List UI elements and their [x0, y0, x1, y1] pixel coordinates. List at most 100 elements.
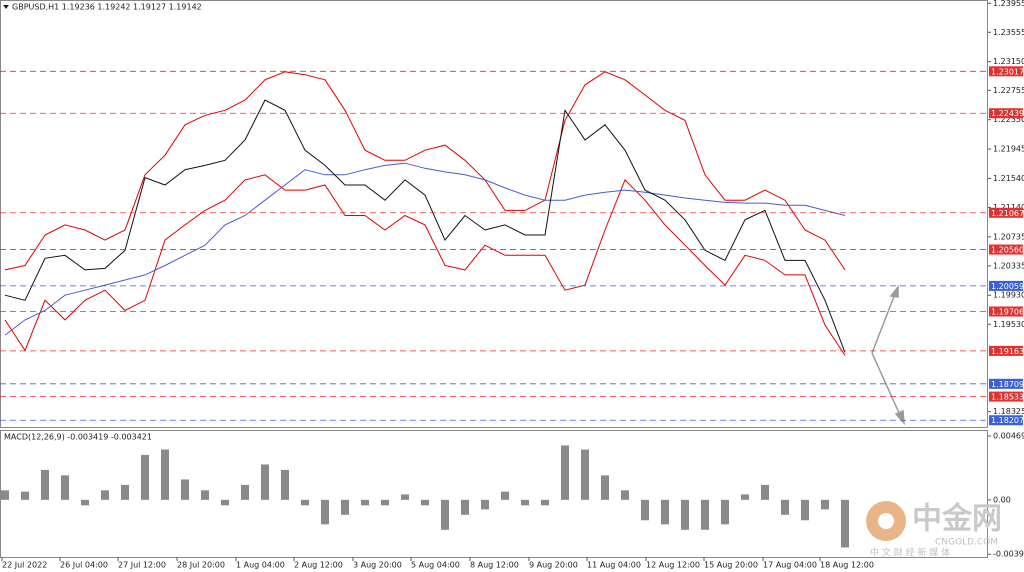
- macd-bar: [461, 499, 469, 515]
- macd-title: MACD(12,26,9) -0.003419 -0.003421: [4, 433, 152, 442]
- macd-bar: [761, 484, 769, 500]
- macd-bar: [601, 475, 609, 500]
- level-label: 1.23017: [991, 67, 1024, 76]
- y-tick-label: 1.18325: [993, 407, 1024, 416]
- macd-bar: [221, 499, 229, 506]
- y-tick-label: 1.23555: [993, 28, 1024, 37]
- x-tick-label: 27 Jul 12:00: [118, 561, 166, 570]
- level-label-box: [989, 345, 1023, 356]
- x-tick-label: 15 Aug 20:00: [704, 561, 758, 570]
- logo-hole: [878, 513, 894, 529]
- y-tick-label: 1.22350: [993, 115, 1024, 124]
- x-tick-label: 18 Aug 12:00: [820, 561, 874, 570]
- macd-bar: [721, 499, 729, 525]
- macd-bar: [581, 449, 589, 500]
- level-label: 1.19706: [991, 307, 1024, 316]
- macd-bar: [681, 499, 689, 530]
- x-tick-label: 3 Aug 20:00: [353, 561, 402, 570]
- watermark-brand: 中金网: [912, 502, 1002, 537]
- y-tick-label: 1.20335: [993, 261, 1024, 270]
- macd-bar: [101, 490, 109, 500]
- level-label-box: [989, 306, 1023, 317]
- macd-bar: [701, 499, 709, 530]
- macd-bar: [821, 499, 829, 510]
- level-label: 1.19163: [991, 347, 1024, 356]
- y-tick-label: 1.21140: [993, 203, 1024, 212]
- y-tick-label: 1.19530: [993, 320, 1024, 329]
- x-tick-label: 11 Aug 04:00: [587, 561, 641, 570]
- x-tick-label: 22 Jul 2022: [2, 561, 47, 570]
- level-label-box: [989, 207, 1023, 218]
- macd-bar: [321, 499, 329, 525]
- macd-bar: [21, 491, 29, 500]
- macd-bar: [841, 499, 849, 548]
- y-tick-label: 1.22755: [993, 86, 1024, 95]
- macd-bar: [181, 479, 189, 500]
- x-tick-label: 9 Aug 20:00: [529, 561, 578, 570]
- macd-bar: [781, 499, 789, 515]
- macd-bar: [541, 499, 549, 506]
- level-label: 1.20560: [991, 246, 1024, 255]
- level-label-box: [989, 66, 1023, 77]
- x-tick-label: 28 Jul 20:00: [177, 561, 225, 570]
- y-tick-label: 1.21540: [993, 174, 1024, 183]
- price-line: [4, 99, 846, 353]
- level-label: 1.21067: [991, 209, 1024, 218]
- level-label: 1.18207: [991, 416, 1024, 425]
- y-tick-label: 0.00: [993, 495, 1011, 504]
- y-tick-label: 0.004696: [993, 431, 1024, 440]
- macd-bar: [341, 499, 349, 515]
- chart-title: GBPUSD,H1 1.19236 1.19242 1.19127 1.1914…: [12, 3, 202, 12]
- x-tick-label: 1 Aug 04:00: [236, 561, 285, 570]
- arrow-up: [871, 293, 896, 354]
- macd-bar: [241, 484, 249, 500]
- macd-bar: [801, 499, 809, 521]
- macd-bar: [561, 445, 569, 500]
- macd-bar: [381, 499, 389, 506]
- macd-bar: [401, 494, 409, 500]
- level-label-box: [989, 108, 1023, 119]
- macd-bar: [121, 484, 129, 500]
- level-label: 1.18709: [991, 380, 1024, 389]
- macd-bar: [661, 499, 669, 525]
- level-label: 1.22439: [991, 109, 1024, 118]
- macd-bar: [281, 469, 289, 500]
- level-label-box: [989, 378, 1023, 389]
- watermark: 中金网 CNGOLD.COM 中 文 财 经 新 媒 体: [866, 501, 1002, 559]
- x-tick-label: 12 Aug 12:00: [646, 561, 700, 570]
- y-tick-label: 1.23150: [993, 57, 1024, 66]
- macd-bar: [641, 499, 649, 521]
- y-tick-label: 1.19930: [993, 291, 1024, 300]
- y-tick-label: 1.20735: [993, 232, 1024, 241]
- level-label: 1.18533: [991, 393, 1024, 402]
- watermark-slogan: 中 文 财 经 新 媒 体: [870, 547, 950, 559]
- level-label-box: [989, 280, 1023, 291]
- watermark-site: CNGOLD.COM: [935, 538, 998, 548]
- level-label-box: [989, 244, 1023, 255]
- x-tick-label: 2 Aug 12:00: [294, 561, 343, 570]
- macd-bar: [161, 449, 169, 500]
- macd-bar: [61, 475, 69, 500]
- macd-bar: [621, 490, 629, 500]
- macd-bar: [141, 454, 149, 500]
- macd-bar: [81, 499, 89, 506]
- macd-bar: [201, 490, 209, 500]
- price-line: [4, 162, 846, 336]
- macd-bar: [1, 490, 9, 500]
- macd-bar: [261, 464, 269, 500]
- macd-bar: [521, 499, 529, 506]
- x-tick-label: 8 Aug 12:00: [470, 561, 519, 570]
- y-tick-label: -0.003995: [993, 550, 1024, 559]
- y-tick-label: 1.23955: [993, 0, 1024, 8]
- level-label-box: [989, 391, 1023, 402]
- x-tick-label: 17 Aug 04:00: [763, 561, 817, 570]
- y-tick-label: 1.21945: [993, 145, 1024, 154]
- level-label-box: [989, 415, 1023, 426]
- x-tick-label: 26 Jul 04:00: [60, 561, 108, 570]
- macd-bar: [481, 499, 489, 510]
- menu-arrow: [3, 5, 9, 9]
- macd-bar: [501, 491, 509, 500]
- macd-bar: [421, 499, 429, 506]
